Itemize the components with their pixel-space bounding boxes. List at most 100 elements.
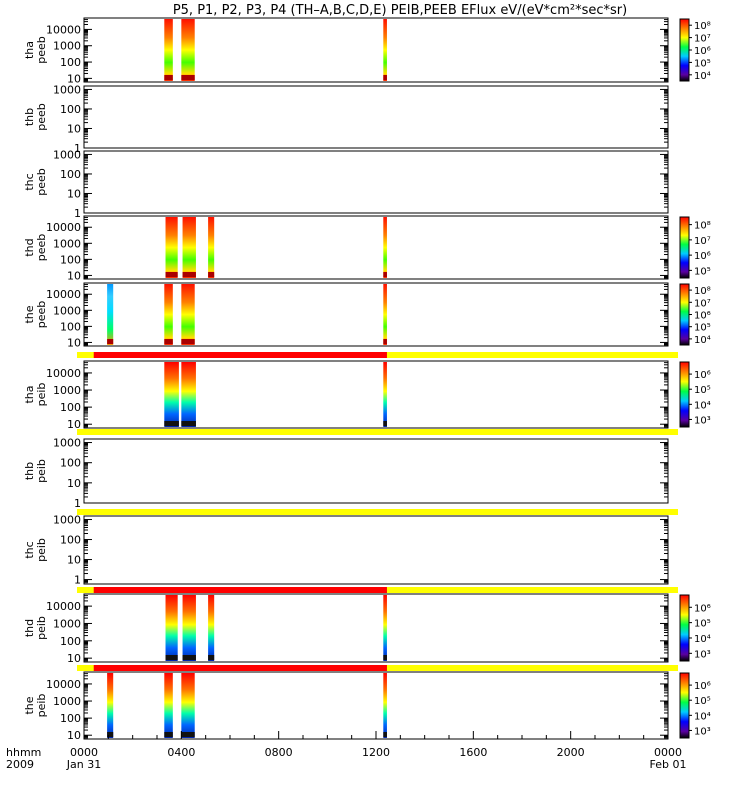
colorbar-tick-label: 10³ bbox=[694, 726, 711, 737]
panel-probe-label: the bbox=[23, 696, 36, 714]
colorbar-tick-label: 10⁴ bbox=[694, 711, 711, 722]
panel-frame bbox=[83, 17, 669, 83]
panel-thc-peib: 1 10 100 1000 thc peib bbox=[23, 514, 678, 593]
panel-frame bbox=[83, 515, 669, 585]
colorbar-tick-label: 10⁵ bbox=[694, 58, 711, 69]
x-axis-year-label: 2009 bbox=[6, 758, 34, 771]
colorbar-tick-label: 10⁵ bbox=[694, 385, 711, 396]
y-tick-label: 100 bbox=[60, 457, 81, 470]
data-strip bbox=[165, 217, 178, 278]
y-tick-label: 100 bbox=[60, 320, 81, 333]
x-tick-label: 1600 bbox=[459, 746, 487, 759]
data-strip bbox=[165, 595, 178, 661]
data-strip bbox=[181, 362, 196, 427]
panel-probe-label: the bbox=[23, 305, 36, 323]
colorbar: 10⁶ 10⁵ 10⁴ 10³ bbox=[679, 594, 711, 662]
data-strip-base bbox=[181, 732, 195, 737]
panel-probe-label: tha bbox=[23, 385, 36, 403]
x-tick-label: 0800 bbox=[265, 746, 293, 759]
x-tick-label: 1200 bbox=[362, 746, 390, 759]
colorbar-tick-label: 10⁶ bbox=[694, 251, 711, 262]
x-tick-label: 0000 bbox=[654, 746, 682, 759]
data-strip bbox=[181, 284, 195, 345]
mode-bar-red bbox=[93, 352, 387, 358]
x-tick-sublabel: Feb 01 bbox=[650, 758, 687, 771]
data-strip bbox=[182, 595, 196, 661]
data-strip-base bbox=[165, 655, 178, 660]
colorbar-fill bbox=[679, 594, 690, 662]
x-tick-label: 2000 bbox=[557, 746, 585, 759]
y-tick-label: 1000 bbox=[53, 148, 81, 161]
panel-product-label: peeb bbox=[35, 234, 48, 262]
y-tick-label: 1000 bbox=[53, 437, 81, 450]
panel-frame bbox=[83, 282, 669, 347]
colorbar-fill bbox=[679, 18, 690, 82]
panel-frame bbox=[83, 438, 669, 504]
y-tick-label: 100 bbox=[60, 635, 81, 648]
data-strip bbox=[383, 362, 387, 427]
y-tick-label: 10000 bbox=[46, 23, 81, 36]
panel-probe-label: tha bbox=[23, 41, 36, 59]
y-tick-label: 100 bbox=[60, 253, 81, 266]
data-strip-base bbox=[383, 272, 387, 277]
colorbar: 10⁶ 10⁵ 10⁴ 10³ bbox=[679, 361, 711, 428]
colorbar-tick-label: 10⁸ bbox=[694, 221, 711, 232]
data-strip bbox=[181, 673, 195, 738]
figure-title: P5, P1, P2, P3, P4 (TH–A,B,C,D,E) PEIB,P… bbox=[173, 3, 627, 18]
y-tick-label: 100 bbox=[60, 534, 81, 547]
data-strip bbox=[164, 19, 173, 81]
panel-probe-label: thd bbox=[23, 238, 36, 256]
panel-frame bbox=[83, 150, 669, 214]
y-tick-label: 100 bbox=[60, 103, 81, 116]
y-tick-label: 10 bbox=[67, 269, 81, 282]
panel-frame bbox=[83, 360, 669, 429]
y-tick-label: 10000 bbox=[46, 221, 81, 234]
panel-probe-label: thb bbox=[23, 108, 36, 126]
y-tick-label: 1 bbox=[74, 574, 81, 587]
colorbar-tick-label: 10⁴ bbox=[694, 71, 711, 82]
colorbar-fill bbox=[679, 361, 690, 428]
panel-probe-label: thc bbox=[23, 173, 36, 190]
panel-product-label: peeb bbox=[35, 168, 48, 196]
data-strip bbox=[383, 595, 387, 661]
data-strip bbox=[164, 673, 173, 738]
data-strip bbox=[107, 284, 114, 345]
colorbar-tick-label: 10⁴ bbox=[694, 335, 711, 346]
colorbar: 10⁸ 10⁷ 10⁶ 10⁵ bbox=[679, 216, 711, 279]
mode-bar bbox=[77, 665, 678, 671]
panel-probe-label: thc bbox=[23, 541, 36, 558]
y-tick-label: 100 bbox=[60, 712, 81, 725]
y-tick-label: 1000 bbox=[53, 237, 81, 250]
colorbar-tick-label: 10⁶ bbox=[694, 46, 711, 57]
y-tick-label: 10 bbox=[67, 652, 81, 665]
y-tick-label: 1000 bbox=[53, 384, 81, 397]
panel-product-label: peib bbox=[35, 383, 48, 407]
colorbar-tick-label: 10⁶ bbox=[694, 681, 711, 692]
y-tick-label: 10 bbox=[67, 122, 81, 135]
colorbar-fill bbox=[679, 216, 690, 279]
data-strip-base bbox=[107, 339, 114, 344]
data-strip-base bbox=[182, 272, 196, 277]
mode-bar bbox=[77, 509, 678, 515]
colorbar-tick-label: 10⁷ bbox=[694, 298, 711, 309]
y-tick-label: 1000 bbox=[53, 40, 81, 53]
y-tick-label: 10 bbox=[67, 187, 81, 200]
panel-thd-peeb: 10 100 1000 10000 thd peeb 10⁸ 10⁷ 10⁶ 10⁵ bbox=[23, 215, 711, 282]
data-strip bbox=[107, 673, 114, 738]
data-strip-base bbox=[383, 655, 387, 660]
y-tick-label: 100 bbox=[60, 56, 81, 69]
colorbar-tick-label: 10⁸ bbox=[694, 21, 711, 32]
y-tick-label: 1000 bbox=[53, 83, 81, 96]
data-strip-base bbox=[165, 272, 178, 277]
y-tick-label: 1 bbox=[74, 207, 81, 220]
panel-product-label: peeb bbox=[35, 103, 48, 131]
x-tick-sublabel: Jan 31 bbox=[66, 758, 101, 771]
colorbar-tick-label: 10⁶ bbox=[694, 603, 711, 614]
mode-bar-yellow bbox=[77, 429, 678, 435]
x-axis-unit-label: hhmm bbox=[6, 746, 41, 759]
data-strip-base bbox=[164, 732, 173, 737]
y-tick-label: 100 bbox=[60, 168, 81, 181]
colorbar-tick-label: 10⁷ bbox=[694, 236, 711, 247]
